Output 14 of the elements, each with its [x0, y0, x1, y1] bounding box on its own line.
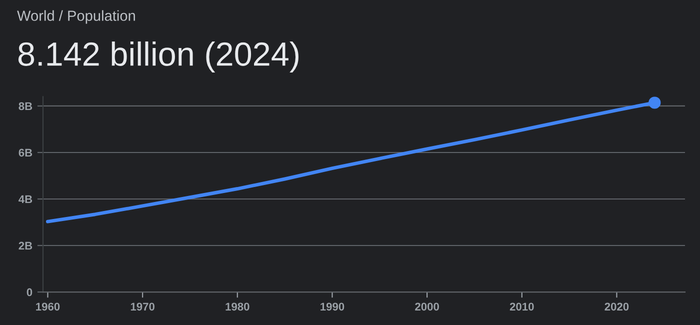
chart-title: World / Population — [17, 10, 135, 24]
x-tick-label: 1960 — [36, 302, 60, 311]
x-tick-label: 2000 — [415, 302, 439, 311]
x-tick-label: 2010 — [510, 302, 534, 311]
chart-subtitle: 8.142 billion (2024) — [18, 41, 298, 73]
x-tick-label: 1970 — [130, 302, 154, 311]
y-tick-label: 2B — [18, 242, 32, 250]
y-tick-label: 6B — [18, 148, 32, 157]
x-tick-label: 2020 — [604, 302, 629, 311]
x-tick-label: 1990 — [320, 302, 344, 311]
y-tick-label: 0 — [26, 288, 32, 296]
y-tick-label: 8B — [18, 102, 32, 110]
x-tick-label: 1980 — [226, 302, 250, 311]
y-tick-label: 4B — [18, 195, 32, 204]
